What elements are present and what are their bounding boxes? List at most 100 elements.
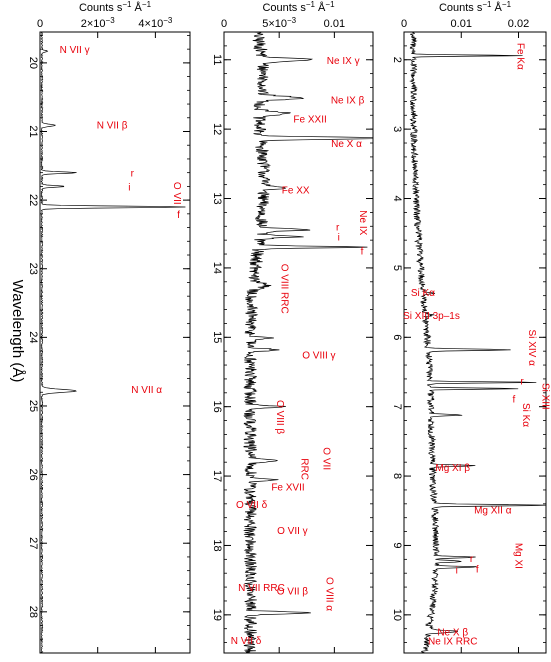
line-label: Si XIII 3p–1s [403, 311, 460, 322]
x-tick-label: 0 [221, 18, 227, 30]
x-label-exponent: −1 [325, 0, 335, 9]
line-label: i [338, 233, 340, 244]
x-label-text: Å [132, 1, 143, 14]
line-label: Si XIV α [526, 330, 537, 367]
spectrum-line [409, 31, 547, 654]
x-tick-label: 2×10−3 [81, 16, 115, 30]
line-label: Mg XII α [474, 505, 512, 516]
x-axis-label: Counts s−1 Å−1 [79, 0, 152, 14]
y-tick-label: 21 [27, 125, 39, 137]
line-label: Mg XI β [435, 463, 470, 474]
y-tick-label: 12 [211, 123, 223, 135]
x-axis-label: Counts s−1 Å−1 [262, 0, 335, 14]
line-label: N VII α [131, 385, 162, 396]
spectrum-line [243, 31, 374, 654]
line-label: O VII δ [236, 500, 268, 511]
line-label: i [128, 182, 130, 193]
line-label: O VIII γ [302, 351, 335, 362]
line-label: O VIII RRC [278, 264, 289, 314]
y-tick-label: 3 [391, 126, 403, 132]
line-label: Si Kα [411, 288, 435, 299]
y-tick-label: 27 [27, 537, 39, 549]
x-tick-label: 5×10−3 [262, 16, 296, 30]
line-label: Si XIII [540, 383, 551, 410]
line-label: f [177, 210, 180, 221]
line-label: Mg XI [513, 543, 524, 569]
x-tick-label: 0 [37, 18, 43, 30]
y-tick-label: 25 [27, 400, 39, 412]
x-tick-label-text: 0 [221, 18, 227, 30]
line-label: O VII [320, 447, 331, 470]
panel-2: Counts s−1 Å−10 5×10−3 0.01111213141516171… [211, 0, 374, 654]
y-axis-label: Wavelength (Å) [9, 280, 26, 383]
y-tick-label: 7 [391, 404, 403, 410]
line-label: Ne X α [331, 139, 362, 150]
x-tick-label-text: 0.02 [508, 18, 529, 30]
line-label: RRC [298, 458, 309, 480]
line-label: O VII γ [277, 526, 308, 537]
line-label: Ne IX β [331, 95, 365, 106]
line-label: r [520, 376, 524, 387]
x-label-text: Counts s [439, 2, 483, 14]
x-tick-label-text: 2×10 [81, 18, 106, 30]
line-label: i [456, 566, 458, 577]
line-label: Fe XXII [293, 115, 326, 126]
y-tick-label: 10 [391, 609, 403, 621]
y-tick-label: 14 [211, 262, 223, 274]
y-tick-label: 5 [391, 265, 403, 271]
y-tick-label: 18 [211, 539, 223, 551]
x-tick-label-exponent: −3 [163, 16, 173, 25]
line-label: N VII δ [231, 636, 262, 647]
x-label-exponent: −1 [142, 0, 152, 9]
y-tick-label: 6 [391, 334, 403, 340]
x-tick-label: 0.01 [324, 18, 345, 30]
x-label-exponent: −1 [502, 0, 512, 9]
x-tick-label-text: 0 [37, 18, 43, 30]
line-label: Ne IX RRC [428, 637, 477, 648]
plot-frame [39, 31, 191, 654]
line-label: r [131, 169, 135, 180]
y-tick-label: 23 [27, 263, 39, 275]
panel-1: Counts s−1 Å−10 2×10−3 4×10−32021222324252… [27, 0, 191, 654]
line-label: r [336, 222, 340, 233]
x-label-text: Å [315, 1, 326, 14]
line-label: O VIII β [274, 400, 285, 434]
x-label-exponent: −1 [306, 0, 316, 9]
line-label: O VII [171, 182, 182, 205]
y-tick-label: 9 [391, 542, 403, 548]
x-tick-label: 0 [401, 18, 407, 30]
x-label-exponent: −1 [122, 0, 132, 9]
y-tick-label: 22 [27, 194, 39, 206]
y-tick-label: 4 [391, 195, 403, 201]
x-tick-label: 0.01 [451, 18, 472, 30]
line-label: O VII β [277, 587, 309, 598]
x-tick-label-text: 0 [401, 18, 407, 30]
line-label: Fe XVII [271, 483, 304, 494]
line-label: Fe Kα [514, 43, 525, 70]
x-tick-label: 0.02 [508, 18, 529, 30]
x-label-text: Å [492, 1, 503, 14]
line-label: N VII β [97, 121, 128, 132]
x-label-text: Counts s [79, 2, 123, 14]
line-label: Ne IX γ [327, 56, 360, 67]
line-label: N VII γ [60, 45, 90, 56]
plot-frame [403, 31, 547, 654]
line-label: Ne X β [437, 628, 468, 639]
line-label: N VII RRC [238, 583, 285, 594]
line-label: f [513, 394, 516, 405]
line-label: f [361, 247, 364, 258]
y-tick-label: 11 [211, 54, 223, 65]
x-tick-label-text: 5×10 [262, 18, 287, 30]
spectrum-line [40, 31, 186, 654]
x-tick-label-exponent: −3 [287, 16, 297, 25]
y-tick-label: 19 [211, 609, 223, 621]
x-tick-label-text: 4×10 [138, 18, 163, 30]
y-tick-label: 28 [27, 606, 39, 618]
line-label: Fe XX [282, 186, 310, 197]
line-label: Si Kα [520, 403, 531, 427]
x-label-exponent: −1 [482, 0, 492, 9]
line-label: O VIII α [324, 577, 335, 611]
y-tick-label: 16 [211, 401, 223, 413]
y-tick-label: 24 [27, 331, 39, 343]
